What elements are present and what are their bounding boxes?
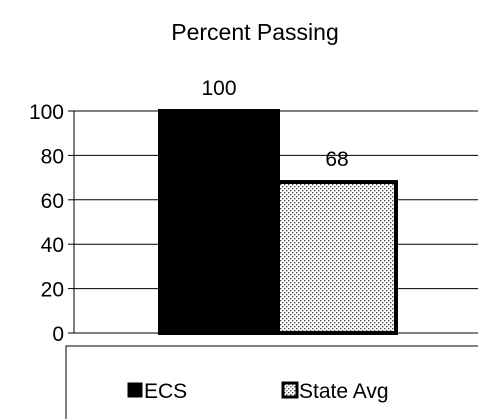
legend-label: State Avg (299, 380, 389, 403)
data-label: 68 (325, 148, 348, 171)
y-tick-label: 0 (52, 323, 64, 346)
legend-swatch (281, 381, 299, 399)
bar-state-avg (276, 180, 398, 335)
y-tick-label: 80 (41, 145, 64, 168)
y-tick-label: 40 (41, 234, 64, 257)
y-tick-label: 20 (41, 279, 64, 302)
bars (158, 109, 398, 335)
y-tick-label: 60 (41, 190, 64, 213)
data-label: 100 (201, 77, 236, 100)
legend-entries: ECS State Avg (127, 380, 389, 403)
legend-swatch (127, 382, 143, 398)
data-labels: 100 68 (201, 77, 348, 171)
legend: ECS State Avg (65, 345, 478, 419)
bar-ecs (158, 109, 280, 335)
chart-title: Percent Passing (171, 19, 338, 45)
y-axis: 0 20 40 60 80 100 (29, 101, 75, 346)
y-tick-label: 100 (29, 101, 64, 124)
legend-label: ECS (144, 380, 187, 403)
